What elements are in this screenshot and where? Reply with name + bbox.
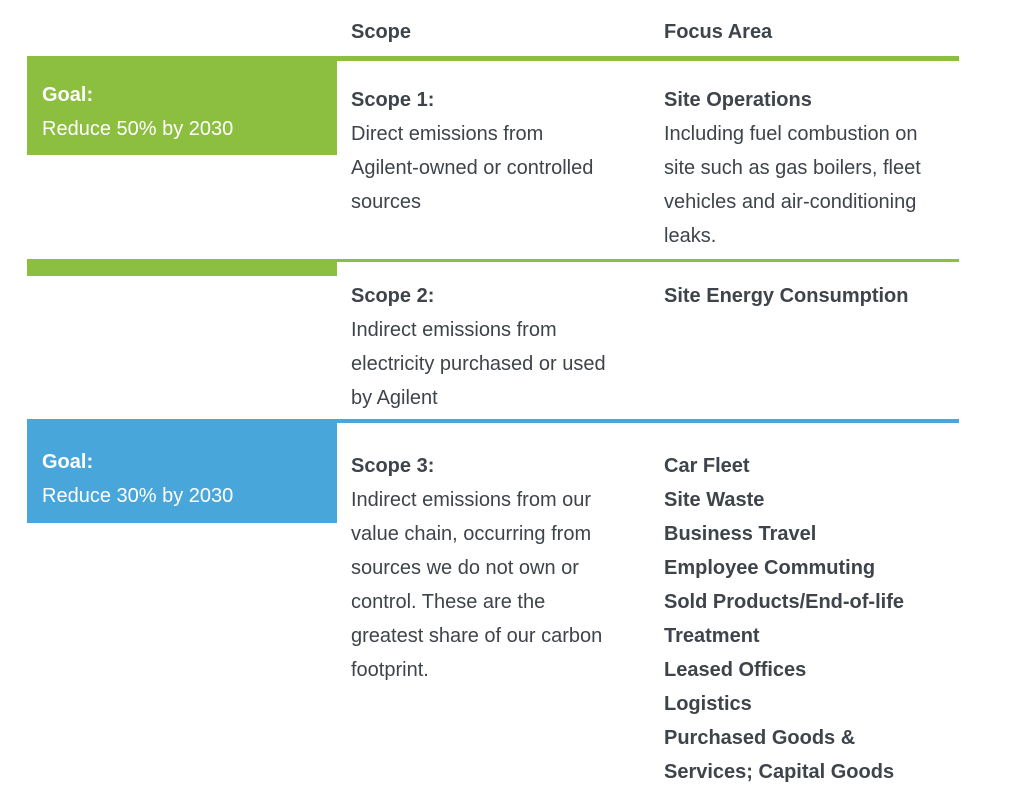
focus-area-title: Site Operations (664, 89, 812, 111)
goal-cell-scope1: Goal: Reduce 50% by 2030 (27, 56, 337, 259)
table-row-scope3: Goal: Reduce 30% by 2030 Scope 3: Indire… (27, 419, 959, 793)
focus-item: Employee Commuting (664, 557, 876, 579)
focus-item: Sold Products/End-of-life Treatment (664, 591, 904, 647)
column-header-scope: Scope (351, 21, 412, 43)
emissions-scope-table: Scope Focus Area Goal: Reduce 50% by 203… (27, 0, 959, 793)
goal-badge-green: Goal: Reduce 50% by 2030 (27, 56, 337, 155)
scope1-description: Direct emissions from Agilent-owned or c… (351, 123, 594, 213)
focus-area-cell-scope1: Site Operations Including fuel combustio… (650, 56, 959, 259)
scope2-cell: Scope 2: Indirect emissions from electri… (337, 259, 650, 419)
goal-badge-blue: Goal: Reduce 30% by 2030 (27, 419, 337, 523)
focus-area-cell-scope3: Car Fleet Site Waste Business Travel Emp… (650, 419, 959, 793)
focus-item: Logistics (664, 693, 752, 715)
column-header-focus-area: Focus Area (664, 21, 773, 43)
focus-item: Purchased Goods & Services; Capital Good… (664, 727, 895, 783)
goal-cell-scope3: Goal: Reduce 30% by 2030 (27, 419, 337, 793)
goal-value: Reduce 50% by 2030 (42, 118, 234, 140)
table-row-scope2: Scope 2: Indirect emissions from electri… (27, 259, 959, 419)
goal-cell-scope2 (27, 259, 337, 419)
focus-item: Site Waste (664, 489, 765, 511)
green-accent-bar (27, 259, 337, 276)
header-spacer-cell (27, 0, 337, 56)
scope3-title: Scope 3: (351, 455, 435, 477)
scope2-description: Indirect emissions from electricity purc… (351, 319, 606, 409)
focus-area-title: Site Energy Consumption (664, 285, 909, 307)
scope3-cell: Scope 3: Indirect emissions from our val… (337, 419, 650, 793)
focus-item: Leased Offices (664, 659, 807, 681)
table-row-scope1: Goal: Reduce 50% by 2030 Scope 1: Direct… (27, 56, 959, 259)
scope1-title: Scope 1: (351, 89, 435, 111)
goal-value: Reduce 30% by 2030 (42, 485, 234, 507)
focus-area-description: Including fuel combustion on site such a… (664, 123, 921, 247)
goal-label: Goal: (42, 84, 94, 106)
focus-item: Car Fleet (664, 455, 750, 477)
scope3-description: Indirect emissions from our value chain,… (351, 489, 603, 681)
scope2-title: Scope 2: (351, 285, 435, 307)
table-header-row: Scope Focus Area (27, 0, 959, 56)
focus-area-cell-scope2: Site Energy Consumption (650, 259, 959, 419)
focus-item: Business Travel (664, 523, 817, 545)
scope1-cell: Scope 1: Direct emissions from Agilent-o… (337, 56, 650, 259)
goal-label: Goal: (42, 451, 94, 473)
